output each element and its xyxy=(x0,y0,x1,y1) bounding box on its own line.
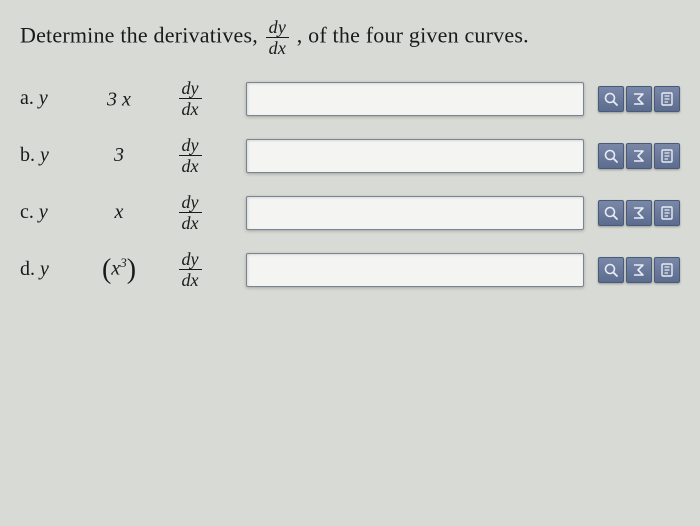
answer-input-cell xyxy=(220,196,598,230)
prompt-before: Determine the derivatives, xyxy=(20,23,264,48)
question-row: b. y3dydx xyxy=(20,136,680,175)
fraction-numerator: dy xyxy=(266,18,289,38)
function-expression: x xyxy=(78,201,160,224)
question-rows: a. y3 xdydxb. y3dydxc. yxdydxd. y(x3)dyd… xyxy=(20,79,680,289)
tool-icons xyxy=(598,200,680,226)
question-prompt: Determine the derivatives, dy dx , of th… xyxy=(20,18,680,57)
question-row: a. y3 xdydx xyxy=(20,79,680,118)
fraction-denominator: dx xyxy=(266,38,289,57)
derivative-symbol: dydx xyxy=(160,136,220,175)
derivative-symbol: dydx xyxy=(160,79,220,118)
dy-dx-fraction: dy dx xyxy=(266,18,289,57)
answer-input-cell xyxy=(220,253,598,287)
sigma-icon[interactable] xyxy=(626,257,652,283)
preview-icon[interactable] xyxy=(598,200,624,226)
derivative-symbol: dydx xyxy=(160,250,220,289)
function-expression: 3 xyxy=(78,144,160,167)
question-row: d. y(x3)dydx xyxy=(20,250,680,289)
help-icon[interactable] xyxy=(654,200,680,226)
derivative-symbol: dydx xyxy=(160,193,220,232)
answer-input[interactable] xyxy=(246,196,584,230)
function-expression: (x3) xyxy=(78,254,160,286)
sigma-icon[interactable] xyxy=(626,200,652,226)
part-label: c. y xyxy=(20,201,78,224)
tool-icons xyxy=(598,257,680,283)
help-icon[interactable] xyxy=(654,86,680,112)
answer-input[interactable] xyxy=(246,82,584,116)
part-label: b. y xyxy=(20,144,78,167)
answer-input[interactable] xyxy=(246,253,584,287)
tool-icons xyxy=(598,143,680,169)
help-icon[interactable] xyxy=(654,257,680,283)
tool-icons xyxy=(598,86,680,112)
sigma-icon[interactable] xyxy=(626,86,652,112)
preview-icon[interactable] xyxy=(598,86,624,112)
part-label: a. y xyxy=(20,87,78,110)
sigma-icon[interactable] xyxy=(626,143,652,169)
preview-icon[interactable] xyxy=(598,257,624,283)
answer-input-cell xyxy=(220,82,598,116)
question-row: c. yxdydx xyxy=(20,193,680,232)
help-icon[interactable] xyxy=(654,143,680,169)
function-expression: 3 x xyxy=(78,86,160,112)
preview-icon[interactable] xyxy=(598,143,624,169)
prompt-after: , of the four given curves. xyxy=(297,23,529,48)
answer-input-cell xyxy=(220,139,598,173)
part-label: d. y xyxy=(20,258,78,281)
answer-input[interactable] xyxy=(246,139,584,173)
